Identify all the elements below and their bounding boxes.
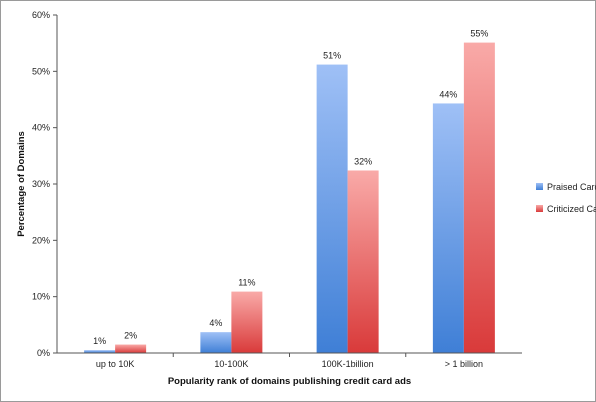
bar-praised xyxy=(200,332,232,353)
bar-criticized xyxy=(231,291,263,353)
x-tick-label: 10-100K xyxy=(214,359,248,369)
bar-value-label: 44% xyxy=(439,89,457,99)
y-tick-label: 20% xyxy=(32,235,50,245)
x-tick-label: 100K-1billion xyxy=(322,359,374,369)
y-tick-label: 10% xyxy=(32,292,50,302)
legend-label: Criticized Cards xyxy=(547,204,596,214)
bar-value-label: 55% xyxy=(470,29,488,39)
y-axis-title: Percentage of Domains xyxy=(16,131,27,237)
legend: Praised Cards Criticized Cards xyxy=(536,182,596,214)
legend-swatch xyxy=(536,205,543,212)
legend-swatch xyxy=(536,183,543,190)
bar-criticized xyxy=(463,42,495,353)
bar-value-label: 11% xyxy=(238,278,255,288)
x-axis-ticks: up to 10K 10-100K 100K-1billion > 1 billion xyxy=(96,353,483,369)
x-tick-label: up to 10K xyxy=(96,359,135,369)
bar-value-label: 51% xyxy=(323,51,341,61)
y-tick-label: 0% xyxy=(37,348,50,358)
legend-label: Praised Cards xyxy=(547,182,596,192)
y-tick-label: 60% xyxy=(32,10,50,20)
bar-criticized xyxy=(347,170,379,353)
bar-praised xyxy=(316,64,348,353)
bar-praised xyxy=(84,350,116,353)
bar-value-label: 4% xyxy=(209,318,222,328)
x-axis-title: Popularity rank of domains publishing cr… xyxy=(168,376,411,387)
bar-value-label: 2% xyxy=(124,331,137,341)
y-tick-label: 30% xyxy=(32,179,50,189)
data-labels: 1% 2% 4% 11% 51% 32% 44% 55% xyxy=(93,29,488,347)
bar-value-label: 32% xyxy=(354,156,372,166)
y-tick-label: 50% xyxy=(32,66,50,76)
bars xyxy=(84,42,495,354)
y-axis-ticks: 0% 10% 20% 30% 40% 50% 60% xyxy=(32,10,57,358)
y-tick-label: 40% xyxy=(32,123,50,133)
bar-value-label: 1% xyxy=(93,336,106,346)
bar-praised xyxy=(432,103,464,354)
x-tick-label: > 1 billion xyxy=(445,359,483,369)
bar-criticized xyxy=(115,344,147,353)
